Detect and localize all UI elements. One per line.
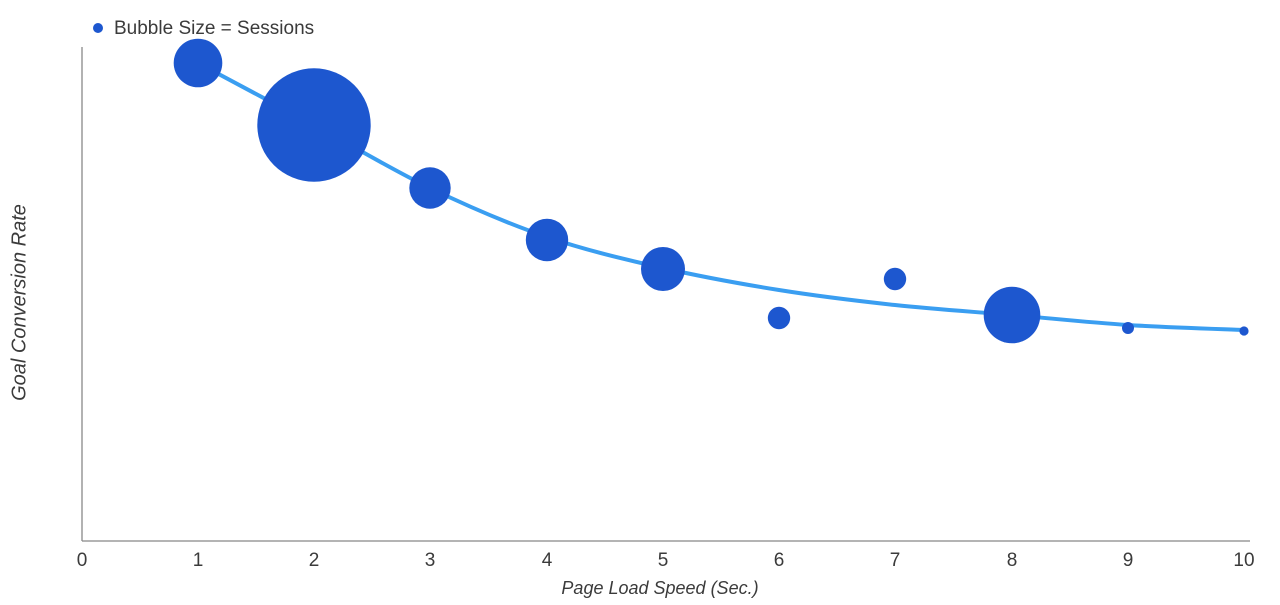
svg-text:7: 7 [890, 550, 901, 571]
svg-text:1: 1 [193, 550, 204, 571]
svg-text:8: 8 [1007, 550, 1018, 571]
svg-text:0: 0 [77, 550, 88, 571]
svg-text:10: 10 [1233, 550, 1254, 571]
svg-text:9: 9 [1123, 550, 1134, 571]
svg-text:2: 2 [309, 550, 320, 571]
svg-text:3: 3 [425, 550, 436, 571]
svg-text:6: 6 [774, 550, 785, 571]
svg-text:5: 5 [658, 550, 669, 571]
svg-text:4: 4 [542, 550, 553, 571]
